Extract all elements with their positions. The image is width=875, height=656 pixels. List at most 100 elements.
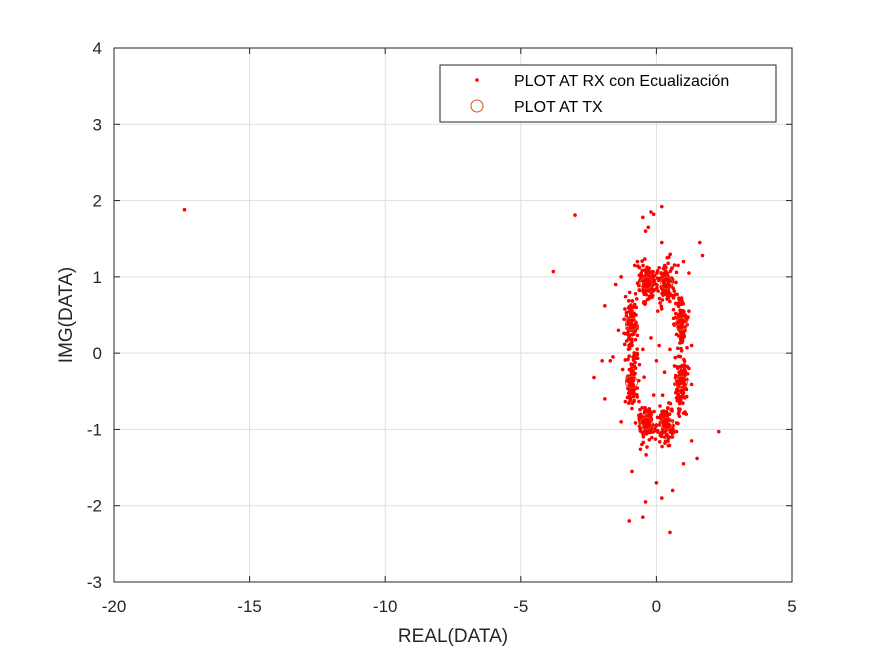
rx-point — [632, 353, 637, 358]
rx-point — [672, 263, 677, 267]
rx-point — [631, 394, 636, 399]
rx-point — [682, 364, 687, 368]
rx-point — [631, 305, 636, 310]
rx-point — [649, 270, 654, 274]
tx-markers-series — [624, 276, 688, 430]
plot-frame — [113, 47, 793, 583]
rx-point — [626, 299, 631, 303]
rx-point — [695, 456, 699, 461]
rx-point — [684, 412, 689, 416]
rx-point — [551, 269, 556, 274]
rx-point — [645, 445, 649, 449]
rx-point — [664, 432, 669, 437]
rx-point — [600, 358, 604, 363]
rx-point — [622, 331, 626, 336]
rx-point — [627, 290, 632, 295]
rx-point — [627, 401, 631, 405]
rx-point — [676, 366, 680, 371]
rx-point — [666, 406, 670, 411]
rx-point — [666, 261, 670, 266]
rx-point — [660, 496, 664, 500]
rx-point — [649, 336, 653, 340]
rx-point — [639, 274, 643, 279]
rx-point — [643, 279, 647, 284]
rx-point — [629, 362, 633, 366]
rx-point — [635, 386, 640, 390]
rx-point — [682, 367, 687, 371]
rx-point — [629, 391, 634, 395]
rx-point — [637, 362, 642, 367]
rx-point — [679, 348, 684, 353]
rx-point — [661, 266, 666, 271]
rx-point — [636, 264, 640, 268]
rx-point — [633, 366, 638, 370]
rx-point — [657, 296, 662, 301]
rx-point — [627, 367, 632, 372]
rx-point — [660, 240, 664, 245]
rx-point — [622, 342, 627, 347]
rx-point — [635, 352, 640, 357]
rx-point — [182, 207, 187, 212]
rx-point — [625, 322, 630, 327]
rx-point — [673, 390, 678, 395]
rx-point — [656, 430, 660, 434]
rx-point — [697, 240, 702, 245]
rx-point — [659, 413, 663, 417]
rx-point — [647, 266, 651, 271]
rx-point — [638, 447, 643, 452]
rx-point — [660, 298, 665, 302]
rx-point — [633, 371, 637, 376]
rx-point — [641, 347, 645, 352]
tx-marker — [674, 375, 688, 389]
rx-point — [626, 378, 631, 382]
rx-point — [637, 288, 641, 292]
rx-point — [661, 423, 666, 427]
rx-point — [675, 292, 679, 297]
rx-point — [675, 346, 680, 351]
rx-point — [634, 305, 639, 310]
legend-tx-label: PLOT AT TX — [514, 99, 603, 116]
rx-point — [641, 301, 646, 305]
rx-point — [633, 421, 638, 425]
rx-point — [640, 259, 644, 263]
rx-point — [631, 384, 635, 388]
rx-point — [680, 322, 685, 327]
rx-point — [630, 332, 634, 337]
rx-point — [651, 393, 656, 397]
rx-point — [682, 357, 686, 362]
rx-point — [573, 213, 577, 217]
rx-point — [635, 333, 640, 338]
rx-point — [623, 294, 628, 299]
rx-point — [651, 275, 655, 279]
rx-point — [616, 328, 621, 333]
rx-point — [660, 418, 665, 422]
rx-point — [654, 423, 659, 427]
rx-point — [646, 289, 651, 293]
rx-point — [627, 395, 631, 399]
rx-point — [630, 406, 634, 411]
rx-point — [689, 439, 694, 443]
y-tick-label: 0 — [93, 344, 102, 363]
rx-point — [624, 313, 629, 318]
rx-point — [671, 427, 675, 432]
rx-point — [700, 253, 705, 258]
rx-point — [657, 439, 662, 444]
rx-point — [657, 343, 661, 348]
rx-point — [643, 500, 648, 504]
rx-point — [619, 420, 623, 424]
legend-box — [439, 64, 777, 123]
rx-point — [658, 404, 662, 408]
rx-point — [668, 347, 672, 352]
rx-point — [623, 307, 627, 311]
rx-point — [665, 255, 670, 260]
rx-point — [673, 311, 678, 316]
rx-point — [626, 347, 631, 351]
rx-point — [656, 289, 660, 293]
rx-point — [685, 372, 690, 376]
rx-point — [679, 302, 684, 307]
rx-point — [631, 388, 636, 393]
plot-area — [114, 48, 792, 582]
rx-point — [630, 324, 635, 328]
rx-point — [647, 437, 652, 442]
